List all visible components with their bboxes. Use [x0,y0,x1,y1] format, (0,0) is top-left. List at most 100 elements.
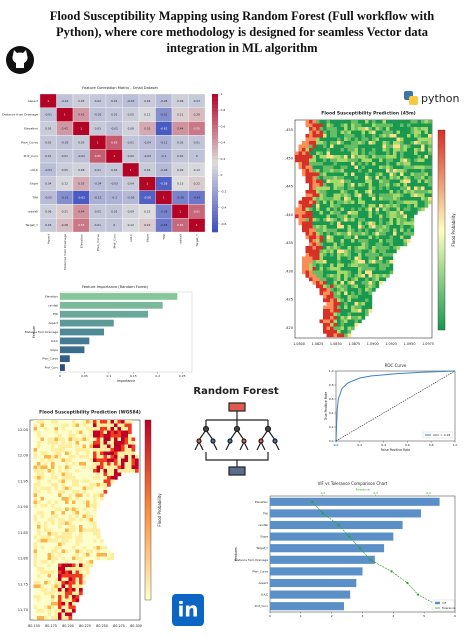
map-pixel [424,169,429,173]
map-pixel [75,577,80,582]
map-pixel [428,120,432,124]
map-pixel [421,162,425,166]
map-pixel [393,179,397,184]
map-pixel [65,476,69,480]
map-pixel [386,158,390,163]
map-pixel [96,441,101,445]
map-pixel [361,172,366,177]
map-pixel [393,162,397,166]
map-pixel [372,130,376,135]
map-pixel [89,437,94,442]
map-pixel [312,141,317,145]
map-pixel [40,511,45,515]
map-pixel [365,284,369,289]
y-tick-label: Target_Y [24,223,38,227]
map-pixel [379,211,383,215]
map-pixel [100,479,104,484]
map-pixel [68,602,73,606]
map-pixel [368,134,373,138]
map-pixel [107,448,111,452]
map-pixel [302,158,306,163]
y-tick-label: Aspect [48,321,58,325]
map-pixel [295,211,299,215]
map-pixel [51,574,55,578]
map-y-tick-label: 11.70 [18,608,29,612]
map-pixel [47,504,52,508]
map-pixel [361,260,366,264]
map-pixel [100,490,104,494]
bar [60,319,114,327]
vif-bar [270,555,375,564]
map-pixel [333,141,338,145]
map-y-tick-label: .450 [285,156,294,160]
map-pixel [379,267,383,271]
map-pixel [417,137,422,142]
map-pixel [47,616,52,620]
map-pixel [40,574,45,578]
map-pixel [340,165,345,170]
map-pixel [79,448,83,452]
map-pixel [61,472,66,477]
map-pixel [75,441,80,445]
map-pixel [400,235,404,240]
map-pixel [128,427,132,431]
map-pixel [351,123,355,128]
map-pixel [354,228,359,233]
map-pixel [316,256,320,261]
map-pixel [403,172,408,177]
map-pixel [114,420,118,424]
map-pixel [407,193,411,198]
map-pixel [72,595,76,599]
map-pixel [424,197,429,201]
series-line [335,370,456,442]
map-pixel [79,584,83,589]
map-pixel [393,211,397,215]
map-pixel [337,246,341,250]
map-pixel [344,326,348,331]
map-pixel [354,316,359,320]
map-pixel [407,211,411,215]
colorbar-step [212,176,218,181]
map-pixel [351,221,355,226]
map-pixel [358,302,362,306]
map-pixel [410,169,415,173]
map-pixel [428,165,432,170]
map-pixel [79,451,83,456]
cell-label: -0.12 [160,140,167,144]
map-pixel [117,472,122,477]
map-pixel [428,183,432,187]
map-pixel [103,490,108,494]
map-pixel [128,441,132,445]
cell-label: 0.44 [78,209,84,213]
map-pixel [309,169,313,173]
map-pixel [323,319,327,324]
bar [60,328,104,336]
map-pixel [47,507,52,512]
map-pixel [407,186,411,191]
map-pixel [86,448,90,452]
map-pixel [44,507,48,512]
map-pixel [54,427,59,431]
map-pixel [340,207,345,212]
map-pixel [330,260,334,264]
map-pixel [323,221,327,226]
map-pixel [326,284,331,289]
map-pixel [386,155,390,159]
map-pixel [44,612,48,617]
map-pixel [33,616,38,620]
map-pixel [347,176,352,180]
map-pixel [51,507,55,512]
map-pixel [372,197,376,201]
map-pixel [316,225,320,229]
map-pixel [375,141,380,145]
map-pixel [340,200,345,205]
map-pixel [347,165,352,170]
map-pixel [417,127,422,131]
colorbar-step [212,159,218,164]
map-pixel [424,204,429,208]
map-pixel [333,295,338,299]
map-pixel [396,179,401,184]
map-pixel [47,532,52,536]
map-pixel [326,239,331,243]
map-pixel [396,151,401,156]
